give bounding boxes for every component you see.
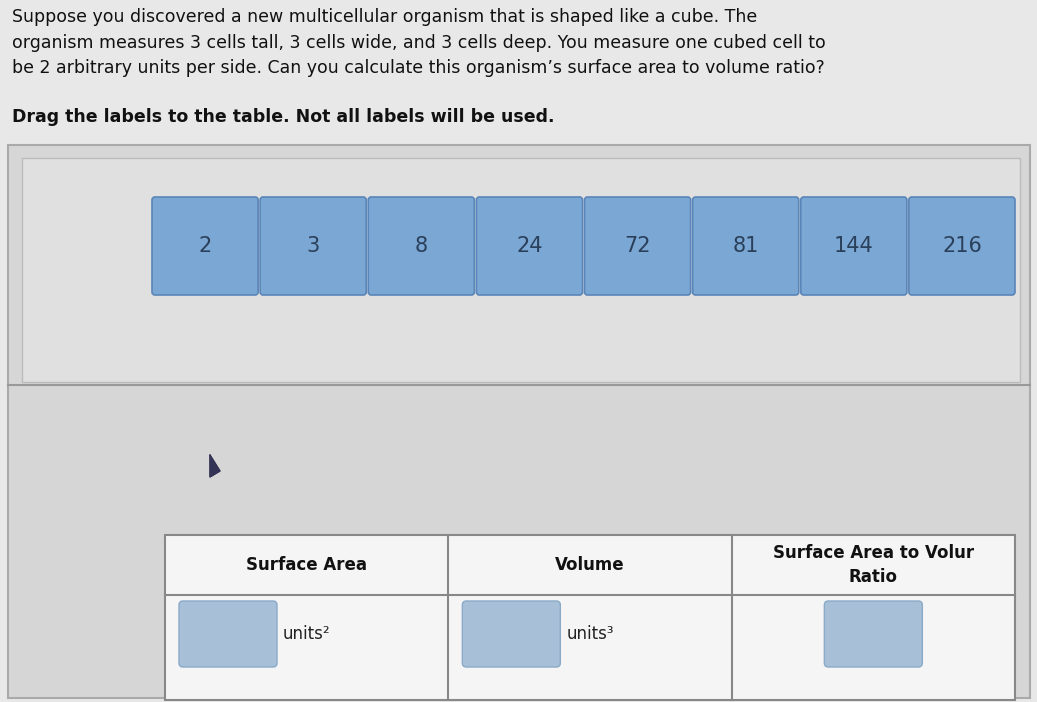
Text: units³: units³: [566, 625, 614, 643]
FancyBboxPatch shape: [463, 601, 560, 667]
Text: 2: 2: [198, 236, 212, 256]
Text: Suppose you discovered a new multicellular organism that is shaped like a cube. : Suppose you discovered a new multicellul…: [12, 8, 825, 77]
Text: units²: units²: [283, 625, 331, 643]
FancyBboxPatch shape: [824, 601, 922, 667]
FancyBboxPatch shape: [179, 601, 277, 667]
Text: 144: 144: [834, 236, 874, 256]
FancyBboxPatch shape: [165, 535, 1015, 700]
Text: 3: 3: [307, 236, 319, 256]
Text: 81: 81: [732, 236, 759, 256]
Text: Volume: Volume: [555, 556, 625, 574]
Polygon shape: [211, 455, 220, 477]
Text: Surface Area: Surface Area: [246, 556, 367, 574]
Text: 216: 216: [942, 236, 982, 256]
FancyBboxPatch shape: [801, 197, 907, 295]
Text: 24: 24: [516, 236, 542, 256]
FancyBboxPatch shape: [585, 197, 691, 295]
FancyBboxPatch shape: [8, 145, 1030, 698]
Text: 72: 72: [624, 236, 651, 256]
FancyBboxPatch shape: [693, 197, 798, 295]
FancyBboxPatch shape: [22, 158, 1020, 382]
FancyBboxPatch shape: [476, 197, 583, 295]
FancyBboxPatch shape: [908, 197, 1015, 295]
FancyBboxPatch shape: [152, 197, 258, 295]
Text: Surface Area to Volur
Ratio: Surface Area to Volur Ratio: [773, 544, 974, 585]
FancyBboxPatch shape: [260, 197, 366, 295]
Text: 8: 8: [415, 236, 428, 256]
FancyBboxPatch shape: [368, 197, 474, 295]
Text: Drag the labels to the table. Not all labels will be used.: Drag the labels to the table. Not all la…: [12, 108, 555, 126]
